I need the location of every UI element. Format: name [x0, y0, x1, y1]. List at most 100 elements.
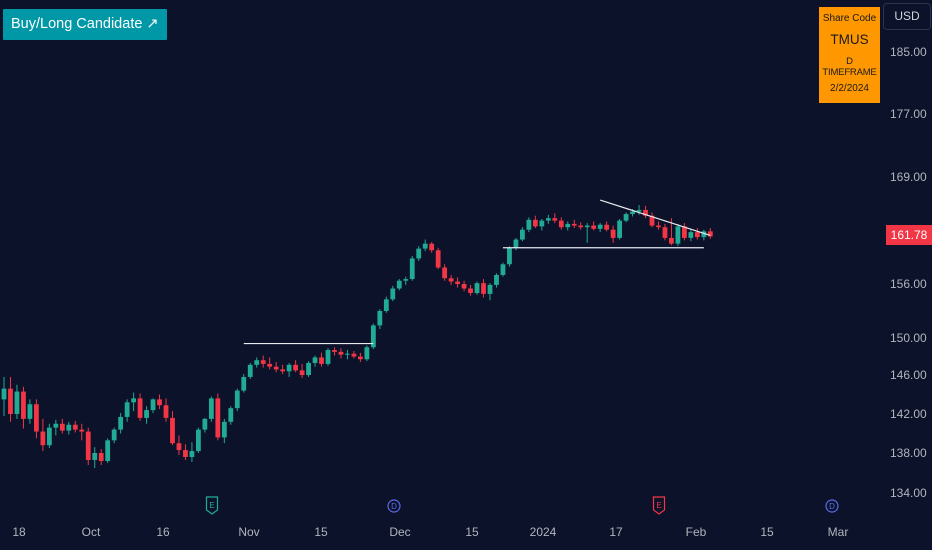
candle-body — [500, 264, 506, 275]
candle-body — [377, 311, 383, 326]
candle-body — [8, 388, 13, 414]
ticker-info-box: Share Code TMUS D TIMEFRAME 2/2/2024 — [819, 7, 880, 103]
candle-body — [306, 362, 311, 375]
candle-body — [345, 353, 350, 355]
candle-body — [662, 227, 668, 238]
candle-body — [422, 243, 428, 249]
candle-body — [364, 347, 370, 360]
candle-body — [299, 370, 305, 375]
candle-body — [72, 424, 78, 430]
candle-body — [390, 288, 396, 300]
svg-text:E: E — [656, 501, 661, 510]
y-tick-label: 138.00 — [890, 446, 927, 460]
candle-body — [358, 356, 363, 360]
x-tick-label: 15 — [465, 525, 479, 539]
candle-body — [40, 431, 46, 446]
x-tick-label: 15 — [760, 525, 774, 539]
candle-body — [53, 423, 59, 428]
candle-body — [221, 421, 227, 438]
y-tick-label: 146.00 — [890, 368, 927, 382]
x-tick-label: 2024 — [529, 525, 557, 539]
candle-body — [338, 351, 344, 355]
y-tick-label: 134.00 — [890, 486, 927, 500]
candle-body — [183, 450, 188, 457]
currency-button[interactable]: USD — [883, 3, 931, 30]
candle-body — [656, 225, 661, 228]
candle-body — [623, 214, 629, 221]
candle-body — [643, 209, 648, 216]
candle-body — [396, 280, 402, 289]
candle-body — [46, 427, 52, 446]
candle-body — [682, 226, 687, 238]
x-tick-label: 15 — [314, 525, 328, 539]
candle-body — [610, 229, 616, 238]
candle-body — [280, 369, 286, 372]
x-tick-label: Mar — [827, 525, 849, 539]
candle-body — [448, 278, 454, 282]
candle-body — [118, 416, 124, 430]
candle-body — [591, 225, 597, 229]
timeframe-label: D TIMEFRAME — [822, 56, 877, 78]
candle-body — [208, 398, 214, 419]
candle-body — [170, 417, 175, 444]
trendline-upper-descending — [599, 199, 711, 237]
candle-body — [66, 424, 72, 431]
earnings-event-icon[interactable]: E — [652, 496, 666, 515]
x-tick-label: 18 — [12, 525, 26, 539]
candle-body — [545, 218, 551, 221]
candle-body — [532, 219, 538, 227]
candle-body — [630, 211, 635, 215]
candle-body — [435, 250, 441, 268]
candle-body — [254, 360, 260, 365]
candle-body — [312, 357, 318, 363]
candle-body — [701, 231, 707, 238]
candle-body — [234, 390, 240, 409]
candle-body — [92, 453, 98, 460]
last-price-label: 161.78 — [886, 225, 932, 245]
x-tick-label: 17 — [609, 525, 623, 539]
candle-body — [481, 283, 486, 294]
candle-body — [105, 440, 111, 461]
candle-body — [14, 391, 20, 414]
candle-body — [526, 219, 532, 230]
candle-body — [332, 350, 337, 352]
candle-body — [487, 284, 493, 294]
candle-body — [131, 398, 136, 403]
candle-body — [552, 218, 558, 221]
y-tick-label: 185.00 — [890, 45, 927, 59]
candle-body — [21, 391, 26, 419]
candle-body — [597, 224, 603, 229]
candle-body — [286, 364, 292, 372]
x-tick-label: 16 — [156, 525, 170, 539]
y-tick-label: 177.00 — [890, 107, 927, 121]
candle-body — [707, 231, 713, 237]
candle-body — [137, 398, 143, 418]
earnings-event-icon[interactable]: E — [205, 496, 219, 515]
signal-badge: Buy/Long Candidate ↗ — [3, 9, 167, 40]
candle-body — [669, 237, 674, 244]
candle-body — [617, 220, 622, 238]
ticker-symbol: TMUS — [830, 32, 869, 47]
candle-body — [59, 423, 65, 431]
x-tick-label: Dec — [389, 525, 411, 539]
candle-body — [202, 418, 208, 430]
candle-body — [215, 398, 221, 438]
dividend-event-icon[interactable]: D — [825, 496, 839, 515]
candle-body — [468, 288, 473, 293]
candle-body — [319, 357, 324, 364]
candle-body — [442, 267, 448, 279]
candle-body — [565, 223, 571, 228]
candle-body — [539, 220, 545, 227]
candle-body — [403, 279, 409, 281]
dividend-event-icon[interactable]: D — [387, 496, 401, 515]
candle-body — [571, 223, 577, 226]
date-label: 2/2/2024 — [830, 83, 869, 94]
candle-body — [196, 429, 201, 452]
candle-body — [507, 247, 512, 265]
candle-body — [688, 232, 694, 238]
candle-body — [124, 402, 130, 417]
candle-body — [675, 226, 681, 244]
candle-body — [189, 451, 195, 457]
